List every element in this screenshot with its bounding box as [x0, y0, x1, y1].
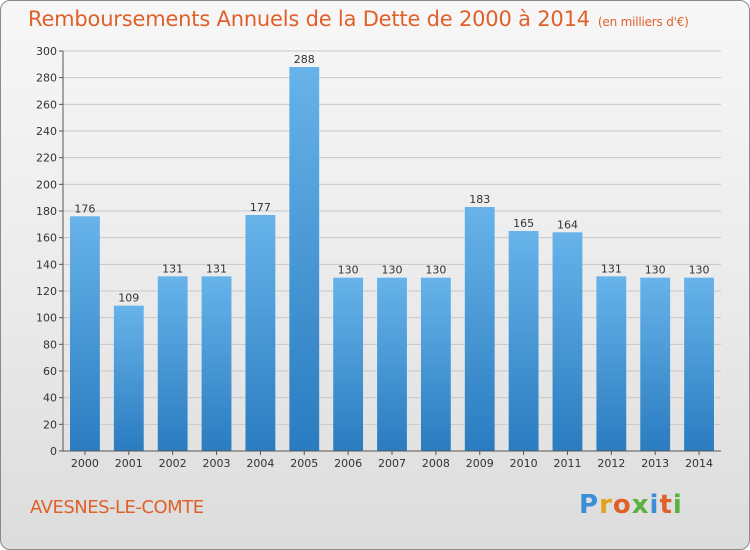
data-label: 131: [206, 262, 227, 275]
data-label: 109: [118, 292, 139, 305]
data-labels: 176 109 131 131 177 288 130 130 130 183 165 164 131 1…: [74, 53, 709, 305]
x-tick-label: 2006: [334, 457, 362, 470]
bar: [420, 277, 451, 451]
chart-title: Remboursements Annuels de la Dette de 20…: [28, 7, 689, 31]
commune-name: AVESNES-LE-COMTE: [30, 497, 204, 518]
bar: [464, 207, 495, 451]
x-tick-label: 2004: [246, 457, 274, 470]
logo-letter: x: [631, 490, 650, 520]
data-label: 130: [645, 264, 666, 277]
bar: [684, 277, 714, 451]
x-tick-label: 2010: [510, 457, 538, 470]
bar: [508, 231, 539, 451]
x-tick-label: 2005: [290, 457, 318, 470]
y-tick-label: 280: [36, 72, 57, 85]
x-tick-label: 2002: [159, 457, 187, 470]
y-tick-label: 100: [36, 312, 57, 325]
data-label: 130: [425, 264, 446, 277]
bars: [70, 67, 714, 451]
bar: [201, 276, 232, 451]
y-tick-label: 160: [36, 232, 57, 245]
bar: [157, 276, 188, 451]
data-label: 177: [250, 201, 271, 214]
y-tick-label: 0: [50, 445, 57, 458]
y-tick-label: 120: [36, 285, 57, 298]
data-label: 130: [338, 264, 359, 277]
bar: [113, 305, 144, 451]
data-label: 165: [513, 217, 534, 230]
y-tick-label: 20: [43, 418, 57, 431]
y-tick-label: 240: [36, 125, 57, 138]
bar: [289, 67, 320, 451]
x-tick-label: 2008: [422, 457, 450, 470]
x-tick-label: 2003: [203, 457, 231, 470]
bar: [552, 232, 583, 451]
y-tick-label: 40: [43, 392, 57, 405]
axes: [62, 51, 721, 452]
y-tick-label: 220: [36, 152, 57, 165]
y-tick-label: 260: [36, 98, 57, 111]
x-axis-ticks: 2000 2001 2002 2003 2004 2005 2006 2007 2008 2009…: [71, 451, 713, 470]
data-label: 131: [162, 262, 183, 275]
y-tick-label: 180: [36, 205, 57, 218]
chart-title-text: Remboursements Annuels de la Dette de 20…: [28, 7, 590, 31]
data-label: 164: [557, 218, 578, 231]
proxiti-logo: Proxiti: [579, 490, 683, 520]
y-tick-label: 60: [43, 365, 57, 378]
data-label: 183: [469, 193, 490, 206]
y-tick-label: 80: [43, 338, 57, 351]
chart-unit: (en milliers d'€): [597, 15, 689, 29]
data-label: 130: [382, 264, 403, 277]
x-tick-label: 2011: [553, 457, 581, 470]
data-label: 288: [294, 53, 315, 66]
x-tick-label: 2000: [71, 457, 99, 470]
y-axis-ticks: 0 20 40 60 80 100 120 140 160 180 200 220 240 260 280 3…: [36, 45, 63, 458]
y-tick-label: 300: [36, 45, 57, 58]
x-tick-label: 2009: [466, 457, 494, 470]
logo-letter: o: [612, 490, 632, 520]
data-label: 176: [74, 202, 95, 215]
logo-letter: r: [599, 490, 613, 520]
bar: [333, 277, 364, 451]
x-tick-label: 2007: [378, 457, 406, 470]
bar: [245, 215, 276, 451]
data-label: 130: [689, 264, 710, 277]
bar: [377, 277, 407, 451]
data-label: 131: [601, 262, 622, 275]
logo-letter: i: [672, 490, 683, 520]
logo-letter: i: [649, 490, 660, 520]
y-tick-label: 200: [36, 178, 57, 191]
logo-letter: t: [659, 490, 673, 520]
x-tick-label: 2001: [115, 457, 143, 470]
bar: [596, 276, 627, 451]
bar: [640, 277, 671, 451]
x-tick-label: 2012: [597, 457, 625, 470]
logo-letter: P: [579, 490, 600, 520]
x-tick-label: 2013: [641, 457, 669, 470]
bar: [70, 216, 100, 451]
y-tick-label: 140: [36, 258, 57, 271]
x-tick-label: 2014: [685, 457, 713, 470]
